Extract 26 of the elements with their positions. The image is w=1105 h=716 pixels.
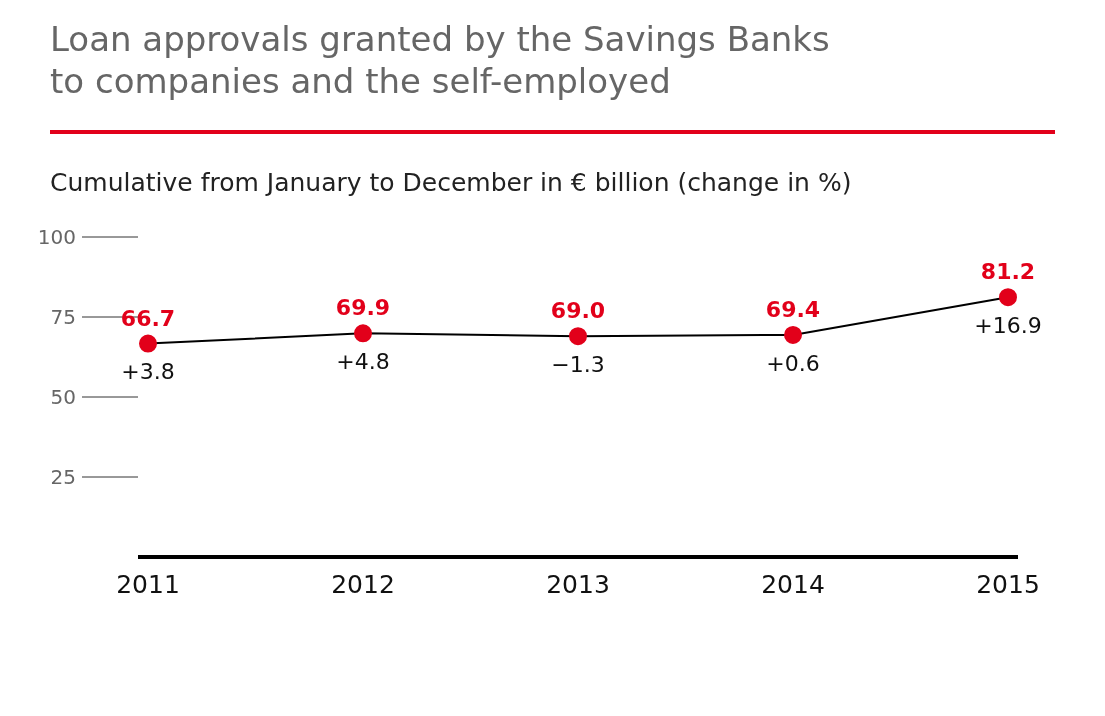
- point: [354, 324, 372, 343]
- point: [569, 327, 587, 346]
- annotation: +3.8: [121, 359, 175, 385]
- data-label: 69.9: [335, 295, 391, 321]
- x-tick-label: 2015: [976, 569, 1040, 599]
- data-label: 69.4: [765, 296, 821, 322]
- y-tick-label: 25: [50, 465, 76, 490]
- data-label: 81.2: [980, 259, 1036, 285]
- y-tick-label: 100: [37, 225, 76, 250]
- point: [999, 288, 1017, 307]
- point: [784, 325, 802, 344]
- x-tick-label: 2012: [331, 569, 395, 599]
- y-tick-label: 75: [50, 305, 76, 330]
- y-tick-label: 50: [50, 385, 76, 410]
- chart-subtitle: Cumulative from January to December in € billion (change in %): [50, 168, 853, 197]
- x-tick-label: 2014: [761, 569, 825, 599]
- point: [139, 334, 157, 353]
- data-label: 69.0: [550, 298, 606, 324]
- x-tick-label: 2013: [546, 569, 610, 599]
- x-tick-label: 2011: [116, 569, 180, 599]
- annotation: −1.3: [551, 351, 605, 377]
- annotation: +4.8: [336, 348, 390, 374]
- annotation: +16.9: [974, 312, 1042, 338]
- data-label: 66.7: [120, 305, 176, 331]
- annotation: +0.6: [766, 350, 820, 376]
- chart-title: Loan approvals granted by the Savings Banks to companies and the self-employed: [50, 18, 831, 102]
